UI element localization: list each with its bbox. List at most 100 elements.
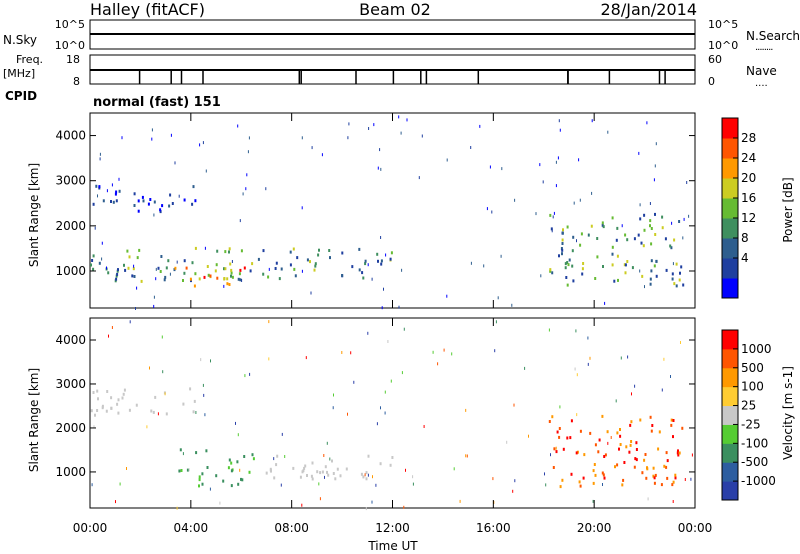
data-cell — [164, 275, 167, 279]
data-cell — [644, 285, 645, 289]
data-cell — [336, 467, 339, 471]
data-cell — [304, 464, 307, 468]
data-cell — [497, 296, 499, 300]
data-cell — [674, 476, 677, 480]
data-cell — [239, 468, 241, 472]
data-cell — [602, 483, 603, 486]
data-cell — [653, 481, 656, 485]
freq-tick-top: 18 — [66, 53, 80, 66]
data-cell — [199, 143, 201, 147]
data-cell — [615, 238, 618, 242]
data-cell — [121, 136, 123, 140]
data-cell — [333, 393, 334, 397]
data-cell — [446, 158, 448, 162]
data-cell — [561, 231, 564, 235]
data-cell — [194, 246, 197, 250]
data-cell — [194, 272, 197, 276]
y-tick-label: 4000 — [55, 129, 86, 143]
data-cell — [133, 192, 136, 196]
data-cell — [111, 326, 113, 329]
data-cell — [122, 392, 125, 396]
data-cell — [128, 408, 131, 412]
data-cell — [137, 209, 140, 213]
data-cell — [575, 329, 577, 333]
data-cell — [566, 225, 569, 229]
data-cell — [465, 454, 467, 458]
data-cell — [365, 507, 367, 511]
data-cell — [639, 418, 642, 422]
data-cell — [306, 474, 308, 477]
data-cell — [376, 252, 379, 256]
data-cell — [133, 204, 136, 207]
data-cell — [581, 272, 584, 276]
data-cell — [188, 468, 190, 472]
data-cell — [653, 178, 655, 182]
data-cell — [262, 249, 265, 253]
data-cell — [451, 352, 453, 356]
data-cell — [183, 259, 186, 263]
data-cell — [624, 271, 627, 275]
data-cell — [617, 278, 619, 282]
data-cell — [301, 503, 303, 507]
data-cell — [596, 237, 599, 240]
data-cell — [179, 448, 182, 452]
data-cell — [201, 472, 204, 476]
data-cell — [99, 152, 101, 156]
data-cell — [611, 216, 614, 220]
data-cell — [649, 219, 652, 223]
data-cell — [252, 457, 255, 461]
data-cell — [241, 478, 244, 482]
cpid-label: CPID — [5, 89, 37, 103]
data-cell — [650, 242, 653, 246]
data-cell — [665, 451, 668, 455]
data-cell — [572, 235, 575, 239]
data-cell — [627, 355, 629, 359]
data-cell — [596, 255, 599, 259]
data-cell — [123, 388, 126, 392]
data-cell — [387, 340, 389, 343]
data-cell — [373, 123, 375, 127]
data-cell — [566, 283, 569, 287]
colorbar-frame — [721, 117, 739, 299]
data-cell — [691, 453, 693, 457]
data-cell — [403, 505, 405, 509]
data-cell — [601, 221, 604, 225]
data-cell — [248, 136, 250, 140]
data-cell — [671, 221, 673, 225]
data-cell — [590, 224, 593, 228]
data-cell — [491, 210, 493, 214]
data-cell — [610, 436, 612, 439]
data-cell — [151, 128, 153, 132]
data-cell — [98, 261, 101, 265]
data-cell — [592, 481, 595, 485]
data-cell — [389, 463, 392, 467]
data-cell — [206, 265, 209, 268]
data-cell — [193, 399, 196, 403]
data-cell — [303, 466, 306, 470]
data-cell — [598, 438, 601, 442]
data-cell — [248, 470, 251, 474]
data-cell — [557, 156, 559, 160]
data-cell — [380, 236, 382, 239]
data-cell — [115, 277, 118, 281]
data-cell — [566, 261, 569, 264]
data-cell — [128, 255, 131, 259]
data-cell — [672, 435, 674, 439]
data-cell — [292, 466, 295, 470]
data-cell — [380, 406, 381, 410]
colorbar-tick-label: 12 — [741, 211, 756, 225]
data-cell — [649, 202, 651, 205]
data-cell — [688, 214, 690, 218]
data-cell — [117, 398, 120, 402]
data-cell — [230, 461, 233, 465]
data-cell — [347, 136, 349, 140]
data-cell — [116, 272, 119, 276]
data-cell — [97, 397, 99, 401]
data-cell — [561, 248, 564, 252]
colorbar-segment — [722, 118, 738, 139]
data-cell — [319, 497, 321, 501]
data-cell — [660, 483, 663, 487]
data-cell — [569, 436, 572, 440]
data-cell — [686, 181, 688, 184]
data-cell — [133, 264, 135, 268]
